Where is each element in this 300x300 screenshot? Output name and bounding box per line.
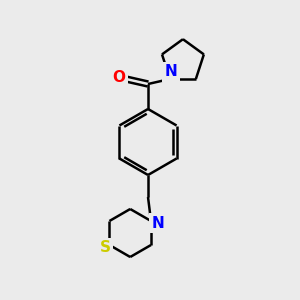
Text: N: N: [152, 215, 164, 230]
Text: S: S: [100, 241, 111, 256]
Text: O: O: [112, 70, 125, 85]
Text: N: N: [165, 64, 177, 80]
